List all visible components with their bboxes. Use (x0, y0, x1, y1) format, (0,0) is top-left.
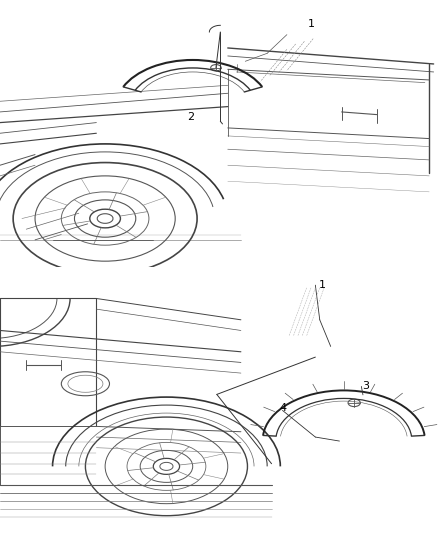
Text: 1: 1 (318, 280, 325, 290)
Text: 3: 3 (362, 382, 369, 391)
Text: 1: 1 (307, 19, 314, 29)
Text: 4: 4 (279, 403, 286, 413)
Text: 2: 2 (187, 112, 194, 122)
